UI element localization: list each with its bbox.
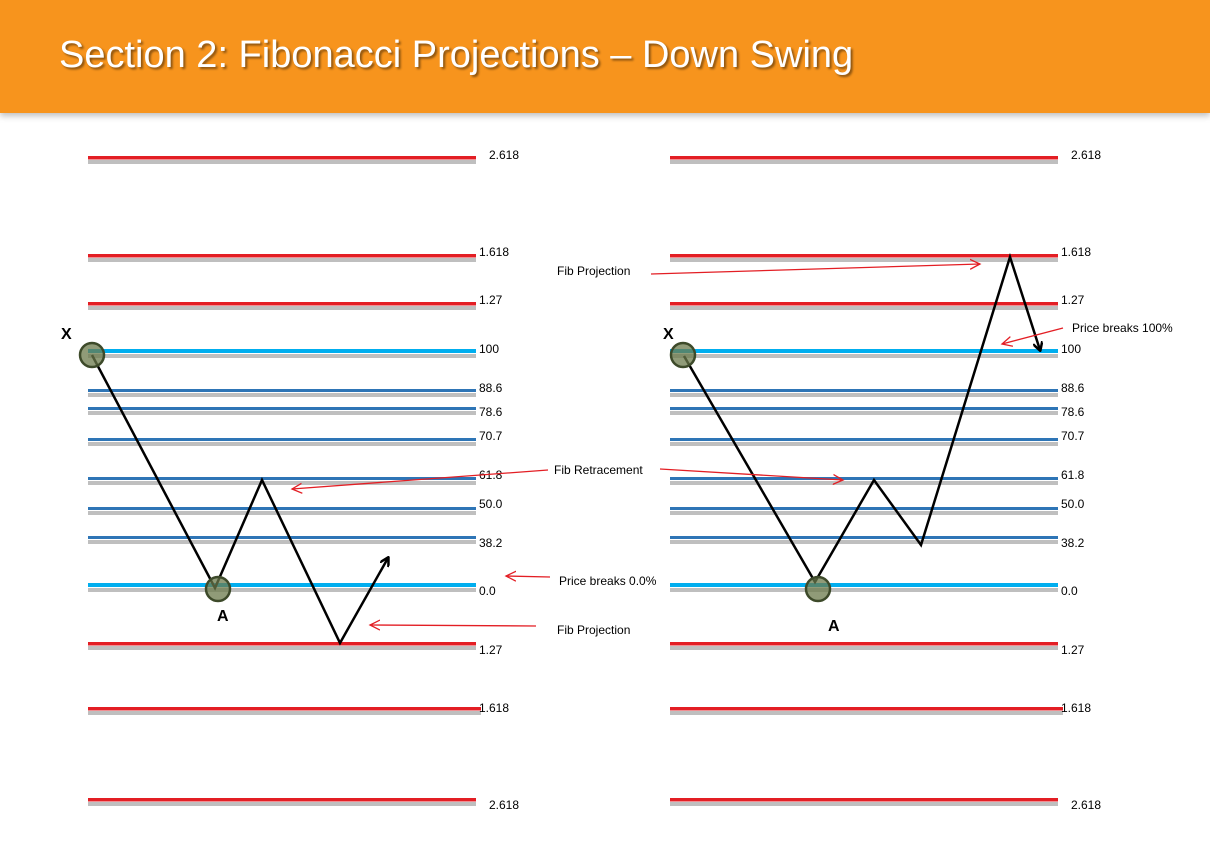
right-line-127-bottom xyxy=(670,646,1058,650)
arrow-price-breaks-0 xyxy=(506,576,551,577)
right-line-786 xyxy=(670,411,1058,415)
title-bar: Section 2: Fibonacci Projections – Down … xyxy=(0,0,1210,113)
left-line-618 xyxy=(88,481,476,485)
arrow-fib-retracement-left xyxy=(292,469,549,489)
annotations: Fib Projection Price breaks 100% Fib Ret… xyxy=(292,264,1173,637)
right-level-label: 2.618 xyxy=(1071,148,1101,162)
left-level-label: 2.618 xyxy=(489,148,519,162)
right-level-label: 0.0 xyxy=(1061,584,1078,598)
left-line-127-top xyxy=(88,306,476,310)
right-level-label: 1.27 xyxy=(1061,293,1085,307)
left-line-786 xyxy=(88,411,476,415)
left-level-label: 61.8 xyxy=(479,468,503,482)
annotation-price-breaks-100: Price breaks 100% xyxy=(1072,321,1173,335)
left-point-a-marker xyxy=(204,575,232,603)
right-level-label: 2.618 xyxy=(1071,798,1101,812)
right-line-127-top xyxy=(670,306,1058,310)
right-level-labels: 2.618 1.618 1.27 100 88.6 78.6 70.7 61.8… xyxy=(1061,148,1101,812)
left-level-label: 1.27 xyxy=(479,293,503,307)
left-point-a-label: A xyxy=(217,608,229,625)
right-level-label: 38.2 xyxy=(1061,536,1085,550)
left-level-label: 88.6 xyxy=(479,381,503,395)
annotation-price-breaks-0: Price breaks 0.0% xyxy=(559,574,657,588)
right-line-1618-top xyxy=(670,258,1058,262)
annotation-fib-projection-top: Fib Projection xyxy=(557,264,630,278)
right-line-886 xyxy=(670,393,1058,397)
right-point-x-label: X xyxy=(663,326,674,343)
right-line-382 xyxy=(670,540,1058,544)
left-level-labels: 2.618 1.618 1.27 100 88.6 78.6 70.7 61.8… xyxy=(479,148,519,812)
right-point-a-marker xyxy=(804,575,832,603)
left-level-label: 70.7 xyxy=(479,429,503,443)
left-level-label: 50.0 xyxy=(479,497,503,511)
right-line-100 xyxy=(670,354,1058,358)
right-point-x-marker xyxy=(669,341,697,369)
right-level-label: 61.8 xyxy=(1061,468,1085,482)
left-line-382 xyxy=(88,540,476,544)
left-level-label: 100 xyxy=(479,342,499,356)
page-title: Section 2: Fibonacci Projections – Down … xyxy=(59,34,854,76)
left-line-1618-bottom xyxy=(88,711,481,715)
left-line-2618-top xyxy=(88,160,476,164)
left-level-label: 2.618 xyxy=(489,798,519,812)
arrow-price-breaks-100 xyxy=(1002,327,1064,344)
left-line-100 xyxy=(88,354,476,358)
right-line-707 xyxy=(670,442,1058,446)
left-level-label: 38.2 xyxy=(479,536,503,550)
left-line-707 xyxy=(88,442,476,446)
right-line-500 xyxy=(670,511,1058,515)
left-line-500 xyxy=(88,511,476,515)
right-level-label: 1.618 xyxy=(1061,701,1091,715)
right-level-label: 50.0 xyxy=(1061,497,1085,511)
right-level-label: 70.7 xyxy=(1061,429,1085,443)
right-line-618 xyxy=(670,481,1058,485)
right-level-label: 1.618 xyxy=(1061,245,1091,259)
left-level-label: 0.0 xyxy=(479,584,496,598)
right-level-lines xyxy=(670,156,1063,806)
left-point-x-marker xyxy=(78,341,106,369)
left-level-label: 1.618 xyxy=(479,701,509,715)
right-level-label: 88.6 xyxy=(1061,381,1085,395)
left-line-886 xyxy=(88,393,476,397)
right-line-2618-bottom xyxy=(670,802,1058,806)
right-level-label: 1.27 xyxy=(1061,643,1085,657)
left-price-path xyxy=(90,354,388,646)
left-line-00 xyxy=(88,588,476,592)
annotation-fib-projection-bottom: Fib Projection xyxy=(557,623,630,637)
left-level-label: 1.618 xyxy=(479,245,509,259)
left-line-2618-bottom xyxy=(88,802,476,806)
arrow-fib-projection-bottom xyxy=(370,625,537,626)
right-line-2618-top xyxy=(670,160,1058,164)
right-level-label: 100 xyxy=(1061,342,1081,356)
right-level-label: 78.6 xyxy=(1061,405,1085,419)
left-level-lines xyxy=(88,156,481,806)
right-point-a-label: A xyxy=(828,618,840,635)
annotation-fib-retracement: Fib Retracement xyxy=(554,463,643,477)
arrow-fib-retracement-right xyxy=(659,468,843,480)
right-price-path xyxy=(682,252,1040,585)
left-level-label: 78.6 xyxy=(479,405,503,419)
left-line-127-bottom xyxy=(88,646,476,650)
right-line-1618-bottom xyxy=(670,711,1063,715)
left-line-1618-top xyxy=(88,258,476,262)
left-point-x-label: X xyxy=(61,326,72,343)
right-line-00 xyxy=(670,588,1058,592)
arrow-fib-projection-top xyxy=(650,264,980,275)
left-level-label: 1.27 xyxy=(479,643,503,657)
